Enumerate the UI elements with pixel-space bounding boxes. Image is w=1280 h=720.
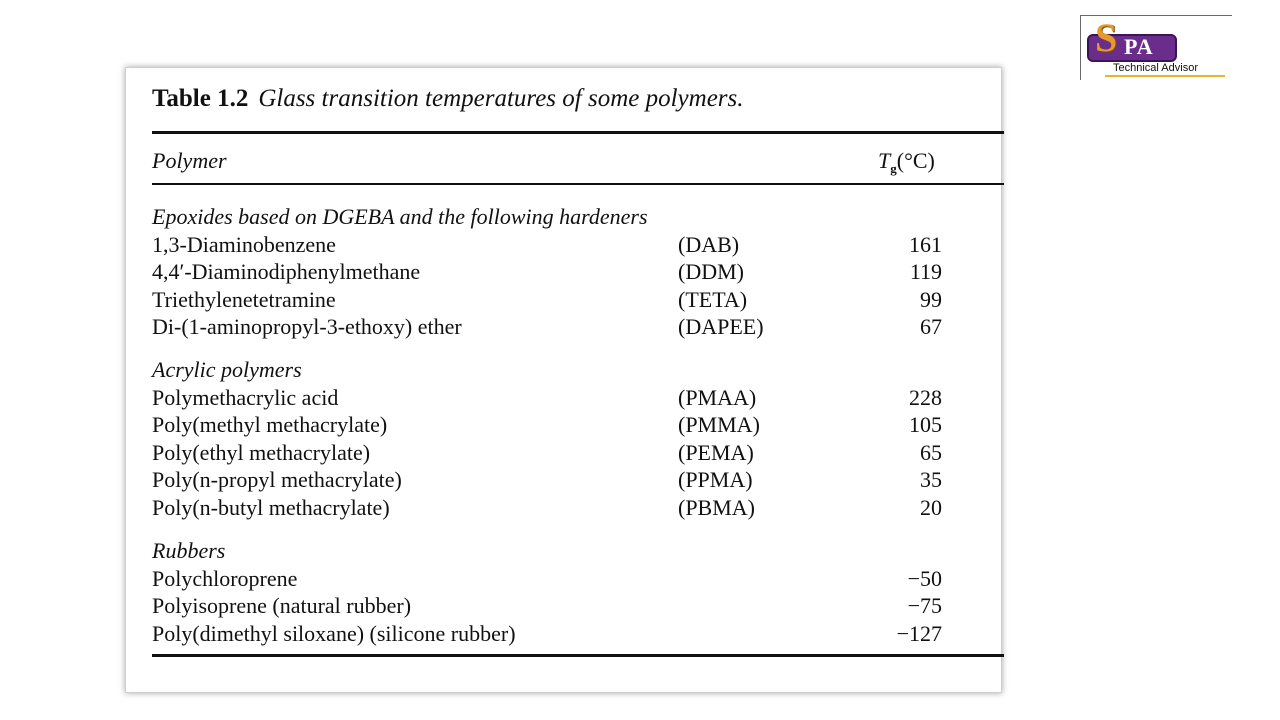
- logo-badge: [1087, 34, 1177, 62]
- table-caption-number: Table 1.2: [152, 85, 249, 112]
- polymer-name: Polyisoprene (natural rubber): [152, 593, 412, 619]
- logo-underline: [1105, 75, 1225, 77]
- polymer-name: Poly(ethyl methacrylate): [152, 439, 371, 465]
- table-row: 4,4′-Diaminodiphenylmethane (DDM) 119: [126, 259, 1003, 287]
- polymer-abbreviation: (PMAA): [678, 384, 757, 410]
- tg-value: −50: [907, 565, 942, 591]
- tg-value: 119: [909, 259, 942, 285]
- tg-value: 105: [909, 412, 942, 438]
- polymer-name: Poly(methyl methacrylate): [152, 412, 388, 438]
- table-row: Polychloroprene −50: [126, 566, 1003, 594]
- tg-value: −75: [907, 593, 942, 619]
- table-row: Poly(methyl methacrylate) (PMMA) 105: [126, 412, 1003, 440]
- table-row: 1,3-Diaminobenzene (DAB) 161: [126, 232, 1003, 260]
- polymer-name: 4,4′-Diaminodiphenylmethane: [152, 259, 421, 285]
- tg-value: 67: [920, 314, 942, 340]
- table-top-rule: [152, 131, 1004, 134]
- polymer-abbreviation: (TETA): [678, 286, 748, 312]
- polymer-name: Triethylenetetramine: [152, 286, 336, 312]
- tg-value: 161: [909, 231, 942, 257]
- table-row: Poly(ethyl methacrylate) (PEMA) 65: [126, 440, 1003, 468]
- tg-value: −127: [896, 620, 942, 646]
- polymer-name: 1,3-Diaminobenzene: [152, 231, 336, 257]
- table-bottom-rule: [152, 654, 1004, 657]
- tg-unit: (°C): [896, 148, 935, 173]
- group-title: Acrylic polymers: [152, 357, 302, 382]
- polymer-abbreviation: (DAB): [678, 231, 740, 257]
- polymer-abbreviation: (PPMA): [678, 467, 753, 493]
- table-image-card: Table 1.2 Glass transition temperatures o…: [125, 67, 1004, 693]
- column-header-polymer: Polymer: [152, 148, 227, 173]
- polymer-name: Poly(n-propyl methacrylate): [152, 467, 402, 493]
- polymer-name: Poly(n-butyl methacrylate): [152, 495, 390, 520]
- table-row: Poly(n-propyl methacrylate) (PPMA) 35: [126, 467, 1003, 495]
- company-logo: S PA Technical Advisor: [1080, 15, 1232, 80]
- tg-value: 99: [920, 286, 942, 312]
- table-row: Polymethacrylic acid (PMAA) 228: [126, 385, 1003, 413]
- polymer-name: Polymethacrylic acid: [152, 384, 339, 410]
- column-header-tg: Tg(°C): [878, 148, 935, 182]
- logo-letters-pa: PA: [1124, 34, 1154, 59]
- tg-value: 20: [920, 495, 942, 520]
- table-caption: Table 1.2 Glass transition temperatures o…: [152, 84, 744, 114]
- tg-value: 65: [920, 439, 942, 465]
- tg-value: 35: [920, 467, 942, 493]
- polymer-abbreviation: (PMMA): [678, 412, 760, 438]
- table-row: Triethylenetetramine (TETA) 99: [126, 287, 1003, 315]
- polymer-abbreviation: (DAPEE): [678, 314, 764, 340]
- logo-subtitle: Technical Advisor: [1113, 62, 1198, 74]
- group-title: Epoxides based on DGEBA and the followin…: [152, 204, 648, 229]
- polymer-name: Poly(dimethyl siloxane) (silicone rubber…: [152, 620, 516, 646]
- logo-letter-s: S: [1095, 15, 1118, 60]
- table-caption-text: Glass transition temperatures of some po…: [258, 85, 744, 112]
- polymer-name: Di-(1-aminopropyl-3-ethoxy) ether: [152, 314, 462, 340]
- polymer-abbreviation: (PEMA): [678, 439, 754, 465]
- tg-subscript: g: [890, 161, 897, 176]
- polymer-abbreviation: (DDM): [678, 259, 744, 285]
- polymer-name: Polychloroprene: [152, 565, 298, 591]
- table-header-rule: [152, 183, 1004, 185]
- tg-symbol: T: [878, 148, 891, 173]
- table-row: Polyisoprene (natural rubber) −75: [126, 593, 1003, 621]
- tg-value: 228: [909, 384, 942, 410]
- group-title: Rubbers: [152, 538, 226, 563]
- polymer-abbreviation: (PBMA): [678, 495, 756, 520]
- table-row: Di-(1-aminopropyl-3-ethoxy) ether (DAPEE)…: [126, 314, 1003, 342]
- table-row: Poly(dimethyl siloxane) (silicone rubber…: [126, 621, 1003, 649]
- table-row: Poly(n-butyl methacrylate) (PBMA) 20: [126, 495, 1003, 523]
